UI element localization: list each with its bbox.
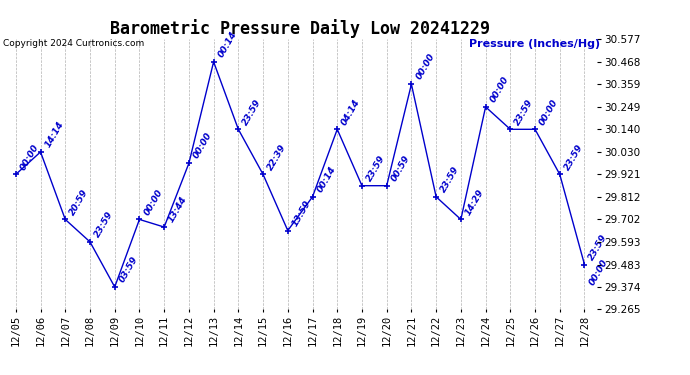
- Text: 00:59: 00:59: [389, 154, 411, 183]
- Text: 23:59: 23:59: [587, 232, 609, 262]
- Text: Pressure (Inches/Hg): Pressure (Inches/Hg): [469, 39, 600, 50]
- Text: 13:59: 13:59: [290, 198, 313, 228]
- Text: 23:59: 23:59: [92, 210, 115, 239]
- Text: 22:39: 22:39: [266, 142, 288, 172]
- Text: 23:59: 23:59: [513, 97, 535, 126]
- Text: 23:59: 23:59: [241, 97, 263, 126]
- Text: 00:14: 00:14: [217, 30, 239, 59]
- Text: 00:00: 00:00: [587, 258, 609, 287]
- Text: 04:14: 04:14: [340, 97, 362, 126]
- Text: 23:59: 23:59: [562, 142, 584, 172]
- Text: 13:44: 13:44: [167, 195, 189, 224]
- Text: 14:14: 14:14: [43, 120, 66, 149]
- Text: 00:00: 00:00: [192, 131, 214, 160]
- Text: 14:29: 14:29: [464, 188, 486, 217]
- Text: 00:00: 00:00: [142, 188, 164, 217]
- Text: Copyright 2024 Curtronics.com: Copyright 2024 Curtronics.com: [3, 39, 145, 48]
- Text: 00:00: 00:00: [538, 97, 560, 126]
- Text: 20:59: 20:59: [68, 188, 90, 217]
- Text: 00:00: 00:00: [414, 52, 436, 81]
- Text: 23:59: 23:59: [439, 165, 461, 194]
- Text: 00:00: 00:00: [19, 142, 41, 172]
- Text: 00:00: 00:00: [489, 75, 511, 104]
- Text: 03:59: 03:59: [117, 255, 139, 284]
- Text: 00:14: 00:14: [315, 165, 337, 194]
- Text: 23:59: 23:59: [365, 154, 387, 183]
- Title: Barometric Pressure Daily Low 20241229: Barometric Pressure Daily Low 20241229: [110, 19, 490, 38]
